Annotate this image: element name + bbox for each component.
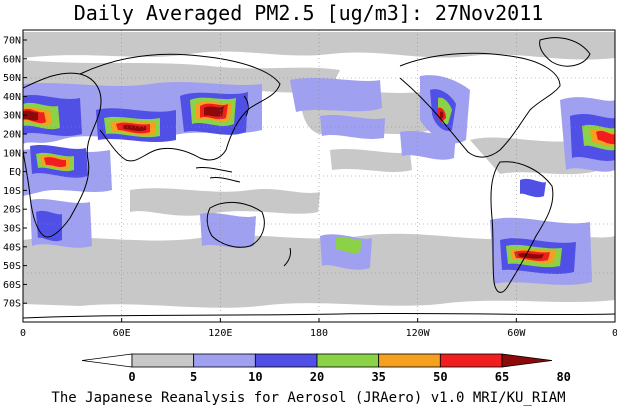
lat-label: 70N <box>3 36 21 47</box>
lon-label: 120E <box>208 328 232 339</box>
colorbar: 0 5 10 20 35 50 65 80 <box>81 353 571 384</box>
colorbar-swatch <box>131 353 195 368</box>
colorbar-tick-label: 10 <box>248 370 262 384</box>
coastlines <box>23 37 615 319</box>
map-grid <box>23 30 615 322</box>
lon-label: 120W <box>406 328 431 339</box>
colorbar-tick-label: 35 <box>371 370 385 384</box>
lon-label: 0 <box>20 328 26 339</box>
lon-label: 0 <box>612 328 617 339</box>
colorbar-swatch <box>316 353 380 368</box>
colorbar-tick-label: 50 <box>433 370 447 384</box>
lat-label: 20N <box>3 130 21 141</box>
longitude-labels: 0 60E 120E 180 120W 60W 0 <box>20 318 617 339</box>
lon-label: 180 <box>310 328 328 339</box>
lat-label: 40S <box>3 242 21 253</box>
lat-label: 50N <box>3 73 21 84</box>
lat-label: 40N <box>3 92 21 103</box>
colorbar-swatch <box>439 353 503 368</box>
colorbar-swatch <box>254 353 318 368</box>
pm25-field <box>23 32 615 319</box>
lat-label: 30N <box>3 111 21 122</box>
lon-label: 60E <box>113 328 131 339</box>
lat-label: 70S <box>3 299 21 310</box>
colorbar-swatch <box>378 353 441 368</box>
colorbar-tick-label: 80 <box>556 370 570 384</box>
colorbar-tick-label: 0 <box>128 370 135 384</box>
lat-label: EQ <box>9 167 21 178</box>
lat-label: 60S <box>3 280 21 291</box>
colorbar-tick-label: 20 <box>310 370 324 384</box>
colorbar-tick-label: 5 <box>190 370 197 384</box>
colorbar-swatch <box>81 353 133 368</box>
footer-credit: The Japanese Reanalysis for Aerosol (JRA… <box>51 390 566 406</box>
lat-label: 10N <box>3 148 21 159</box>
lat-label: 50S <box>3 261 21 272</box>
lat-label: 30S <box>3 224 21 235</box>
colorbar-swatch <box>501 353 553 368</box>
lat-label: 60N <box>3 54 21 65</box>
map-title: Daily Averaged PM2.5 [ug/m3]: 27Nov2011 <box>73 1 544 25</box>
lat-label: 20S <box>3 205 21 216</box>
colorbar-tick-label: 65 <box>495 370 509 384</box>
lat-label: 10S <box>3 186 21 197</box>
latitude-labels: 70N 60N 50N 40N 30N 20N 10N EQ 10S 20S 30S 40S 50S 60… <box>3 36 27 310</box>
colorbar-swatch <box>193 353 256 368</box>
lon-label: 60W <box>507 328 526 339</box>
